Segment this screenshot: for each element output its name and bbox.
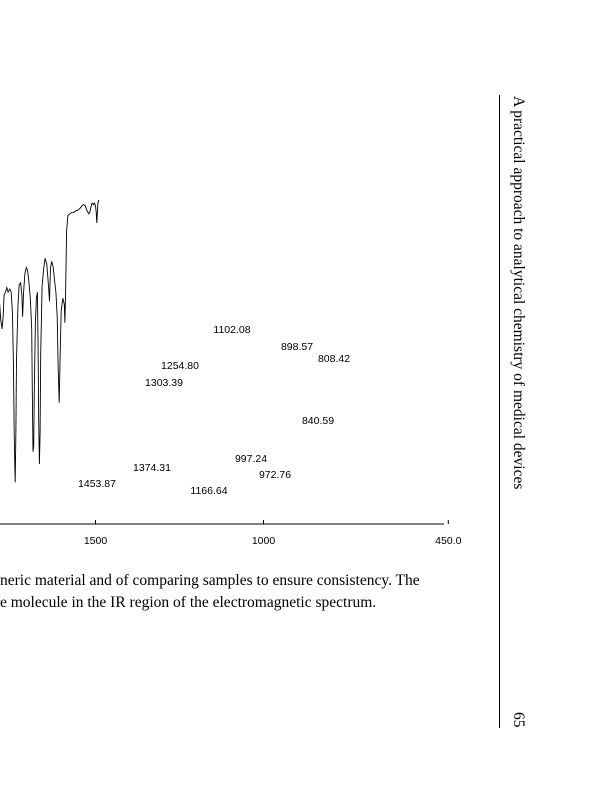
running-header: A practical approach to analytical chemi… xyxy=(507,96,531,489)
peak-label: 1303.39 xyxy=(145,377,183,389)
peak-label: 972.76 xyxy=(259,469,291,481)
body-text-line-1: neric material and of comparing samples … xyxy=(0,572,420,589)
x-tick-label: 450.0 xyxy=(435,535,461,547)
x-tick-label: 1000 xyxy=(252,535,276,547)
peak-label: 1453.87 xyxy=(78,478,116,490)
peak-label: 1102.08 xyxy=(213,324,250,336)
spectrum-series-line xyxy=(0,199,100,483)
peak-label: 808.42 xyxy=(318,353,350,365)
body-text-line-2: e molecule in the IR region of the elect… xyxy=(0,594,377,611)
margin-rule xyxy=(499,95,500,728)
page-number: 65 xyxy=(507,712,531,736)
peak-label: 898.57 xyxy=(281,341,313,353)
x-axis-ticks: 1500 1000 450.0 xyxy=(84,520,462,547)
peak-labels: 1453.87 1374.31 1303.39 1254.80 1166.64 1102.… xyxy=(78,324,350,497)
peak-label: 1254.80 xyxy=(161,360,199,372)
peak-label: 997.24 xyxy=(235,453,267,465)
peak-label: 1374.31 xyxy=(133,462,171,474)
page-number-text: 65 xyxy=(510,712,527,728)
peak-label: 840.59 xyxy=(302,415,334,427)
peak-label: 1166.64 xyxy=(190,485,227,497)
x-tick-label: 1500 xyxy=(84,535,108,547)
running-header-text: A practical approach to analytical chemi… xyxy=(510,96,527,490)
